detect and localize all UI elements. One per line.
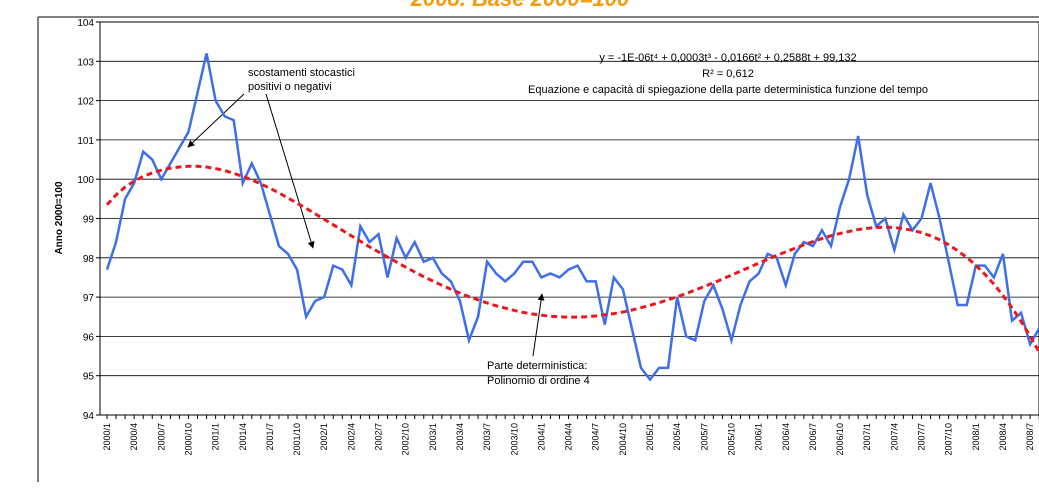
annotation: Parte deterministica:	[487, 360, 587, 372]
y-tick-label: 94	[83, 411, 95, 422]
x-tick-label: 2000/1	[102, 423, 112, 451]
x-tick-label: 2001/7	[265, 423, 275, 451]
x-tick-label: 2006/10	[835, 423, 845, 456]
x-tick-label: 2004/4	[564, 423, 574, 451]
x-tick-label: 2007/4	[889, 423, 899, 451]
equation: y = -1E-06t⁴ + 0,0003t³ - 0,0166t² + 0,2…	[599, 52, 856, 64]
equation-note: Equazione e capacità di spiegazione dell…	[528, 84, 928, 96]
x-tick-label: 2000/7	[156, 423, 166, 451]
data-line	[105, 53, 1039, 382]
x-tick-label: 2004/7	[591, 423, 601, 451]
y-axis-label: Anno 2000=100	[54, 181, 65, 255]
x-tick-label: 2002/1	[319, 423, 329, 451]
y-tick-label: 104	[77, 18, 94, 29]
x-tick-label: 2001/4	[238, 423, 248, 451]
y-tick-label: 95	[83, 372, 95, 383]
chart-title: 2008. Base 2000=100	[410, 0, 630, 11]
x-tick-label: 2003/4	[455, 423, 465, 451]
x-tick-label: 2000/4	[129, 423, 139, 451]
annotation: scostamenti stocastici	[248, 67, 355, 79]
x-tick-label: 2002/7	[374, 423, 384, 451]
x-tick-label: 2005/1	[645, 423, 655, 451]
x-tick-label: 2003/1	[428, 423, 438, 451]
x-tick-label: 2006/4	[781, 423, 791, 451]
x-tick-label: 2008/7	[1025, 423, 1035, 451]
r-squared: R² = 0,612	[702, 68, 754, 80]
x-tick-label: 2004/10	[618, 423, 628, 456]
x-tick-label: 2002/10	[401, 423, 411, 456]
x-tick-label: 2003/10	[509, 423, 519, 456]
arrow	[187, 93, 245, 148]
y-tick-label: 97	[83, 293, 95, 304]
x-tick-label: 2005/7	[699, 423, 709, 451]
x-tick-label: 2003/7	[482, 423, 492, 451]
x-tick-label: 2000/10	[183, 423, 193, 456]
arrow	[532, 293, 545, 357]
y-tick-label: 98	[83, 254, 95, 265]
x-tick-label: 2005/10	[726, 423, 736, 456]
y-tick-label: 101	[77, 136, 94, 147]
y-tick-label: 103	[77, 57, 94, 68]
x-tick-label: 2001/10	[292, 423, 302, 456]
trend-line	[105, 164, 1039, 353]
annotation: Polinomio di ordine 4	[487, 375, 590, 387]
annotation: positivi o negativi	[248, 81, 332, 93]
y-tick-label: 99	[83, 215, 95, 226]
x-tick-label: 2007/7	[917, 423, 927, 451]
x-tick-label: 2006/1	[754, 423, 764, 451]
x-tick-label: 2001/1	[211, 423, 221, 451]
x-tick-label: 2007/10	[944, 423, 954, 456]
x-tick-label: 2004/1	[536, 423, 546, 451]
x-tick-label: 2005/4	[672, 423, 682, 451]
x-tick-label: 2007/1	[862, 423, 872, 451]
y-tick-label: 102	[77, 97, 94, 108]
x-tick-label: 2008/1	[971, 423, 981, 451]
x-tick-label: 2008/4	[998, 423, 1008, 451]
y-tick-label: 100	[77, 175, 94, 186]
x-tick-label: 2002/4	[346, 423, 356, 451]
x-tick-label: 2006/7	[808, 423, 818, 451]
arrow	[265, 93, 315, 249]
y-tick-label: 96	[83, 332, 95, 343]
